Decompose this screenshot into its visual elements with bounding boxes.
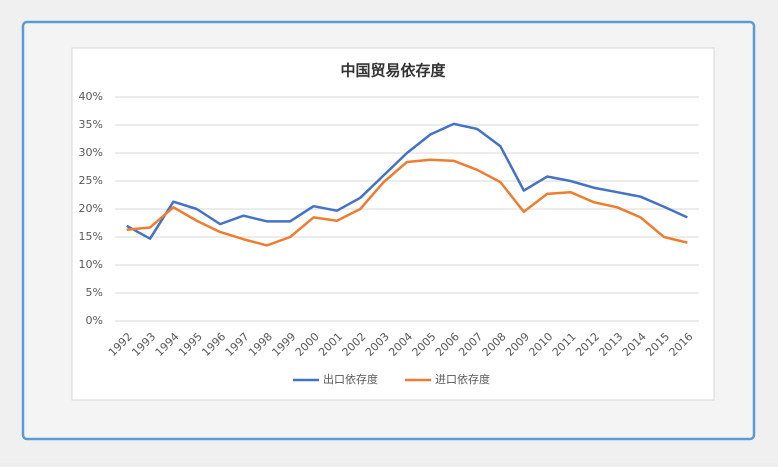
y-tick-label: 25% [79,174,103,187]
y-tick-label: 0% [86,314,103,327]
legend-label: 出口依存度 [323,372,378,386]
y-tick-label: 30% [79,146,103,159]
legend-label: 进口依存度 [435,372,490,386]
y-tick-label: 35% [79,118,103,131]
y-tick-label: 20% [79,202,103,215]
y-tick-label: 15% [79,230,103,243]
chart-area [71,47,715,401]
y-tick-label: 40% [79,90,103,103]
series-line [126,122,688,240]
y-tick-label: 5% [86,286,103,299]
y-tick-label: 10% [79,258,103,271]
chart-title: 中国贸易依存度 [340,62,446,80]
series-line [126,158,688,247]
